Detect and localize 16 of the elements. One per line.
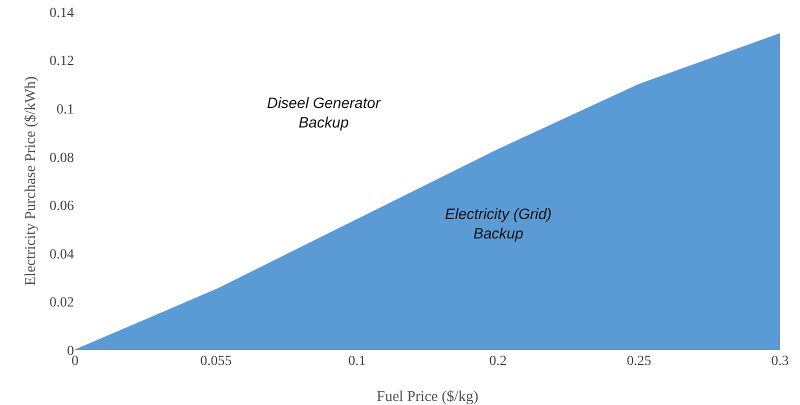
y-tick-label: 0.08 bbox=[50, 150, 74, 166]
x-tick-label: 0.3 bbox=[771, 354, 789, 369]
x-tick-label: 0.2 bbox=[489, 354, 507, 369]
annotation: Electricity (Grid) Backup bbox=[445, 206, 552, 242]
y-tick-label: 0.14 bbox=[50, 6, 74, 21]
y-tick-label: 0.02 bbox=[50, 296, 74, 311]
y-axis-title: Electricity Purchase Price ($/kWh) bbox=[23, 76, 39, 286]
annotation: Diseel Generator Backup bbox=[267, 95, 382, 132]
x-axis-title: Fuel Price ($/kg) bbox=[376, 389, 478, 405]
y-tick-label: 0.12 bbox=[50, 54, 74, 70]
x-tick-label: 0.1 bbox=[348, 354, 366, 369]
x-tick-label: 0.25 bbox=[626, 354, 652, 369]
y-tick-label: 0.06 bbox=[50, 199, 74, 214]
y-tick-label: 0.1 bbox=[56, 102, 74, 118]
x-tick-label: 0.055 bbox=[200, 354, 232, 369]
y-tick-label: 0.04 bbox=[50, 247, 74, 262]
